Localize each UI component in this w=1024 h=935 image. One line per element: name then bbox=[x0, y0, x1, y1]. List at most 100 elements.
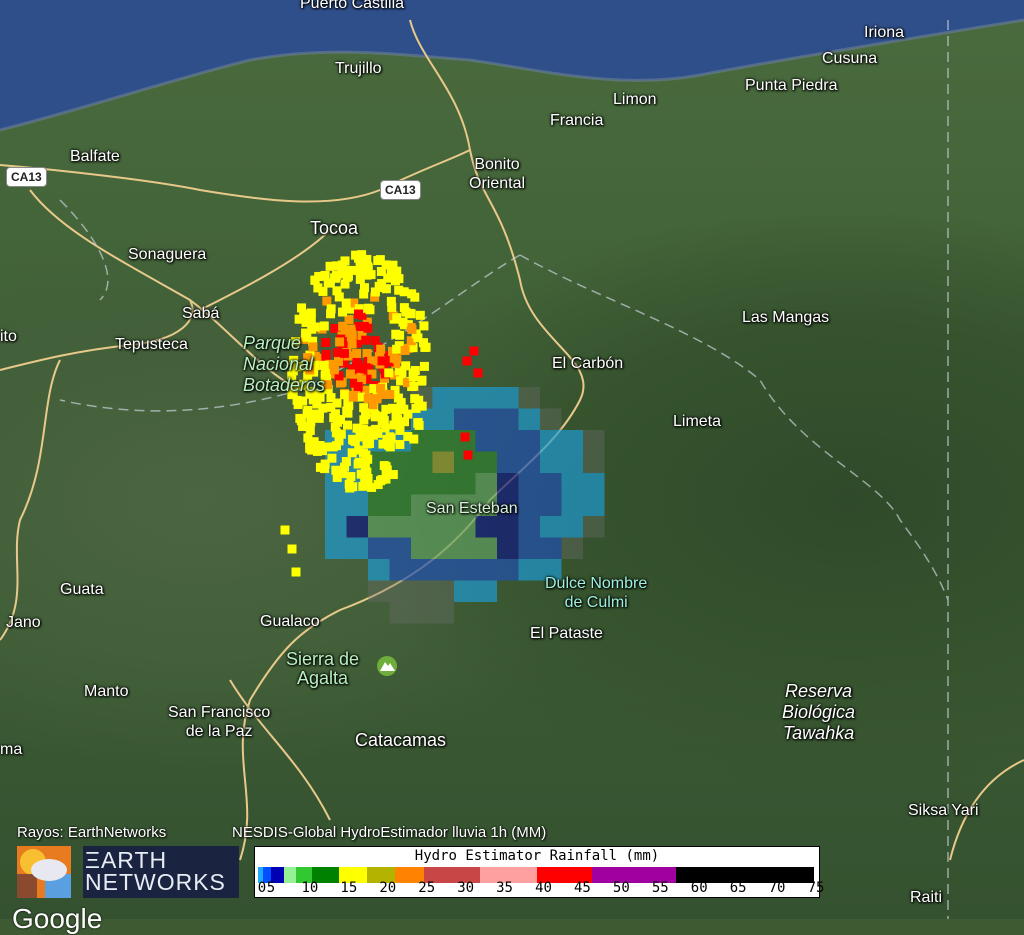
place-label: Cusuna bbox=[822, 50, 878, 67]
rainfall-cell bbox=[432, 580, 454, 602]
place-label: Raiti bbox=[910, 889, 943, 906]
lightning-strike bbox=[378, 439, 388, 449]
lightning-strike bbox=[396, 397, 406, 407]
lightning-strike bbox=[376, 266, 386, 276]
lightning-strike bbox=[358, 481, 368, 491]
lightning-strike bbox=[388, 260, 398, 270]
lightning-strike bbox=[462, 356, 472, 366]
lightning-strike bbox=[336, 429, 346, 439]
place-label: ito bbox=[0, 328, 17, 345]
rainfall-cell bbox=[432, 494, 454, 516]
lightning-strike bbox=[367, 356, 377, 366]
rainfall-cell bbox=[540, 451, 562, 473]
lightning-strike bbox=[343, 408, 353, 418]
mountain-label: Sierra de Agalta bbox=[286, 649, 360, 688]
lightning-strike bbox=[342, 272, 352, 282]
lightning-strike bbox=[334, 292, 344, 302]
lightning-strike bbox=[391, 359, 401, 369]
lightning-strike bbox=[355, 432, 365, 442]
rainfall-cell bbox=[454, 494, 476, 516]
place-label: Limeta bbox=[673, 413, 722, 430]
lightning-strike bbox=[315, 392, 325, 402]
lightning-strike bbox=[340, 390, 350, 400]
rainfall-cell bbox=[475, 473, 497, 495]
lightning-strike bbox=[332, 472, 342, 482]
rainfall-cell bbox=[411, 559, 433, 581]
google-attribution: Google bbox=[12, 903, 103, 934]
lightning-strike bbox=[326, 402, 336, 412]
lightning-strike bbox=[320, 459, 330, 469]
lightning-strike bbox=[406, 336, 416, 346]
rainfall-cell bbox=[518, 430, 540, 452]
rainfall-cell bbox=[368, 559, 390, 581]
lightning-strike bbox=[357, 375, 367, 385]
lightning-strike bbox=[340, 462, 350, 472]
rainfall-cell bbox=[518, 494, 540, 516]
rainfall-cell bbox=[411, 580, 433, 602]
lightning-strike bbox=[354, 321, 364, 331]
lightning-strike bbox=[354, 457, 364, 467]
rainfall-cell bbox=[432, 473, 454, 495]
colorbar-swatch bbox=[424, 867, 480, 883]
lightning-strike bbox=[293, 400, 303, 410]
rainfall-cell bbox=[497, 473, 519, 495]
lightning-strike bbox=[312, 446, 322, 456]
lightning-strike bbox=[308, 336, 318, 346]
lightning-strike bbox=[345, 369, 355, 379]
place-label: El Carbón bbox=[552, 355, 624, 372]
lightning-strike bbox=[362, 374, 372, 384]
lightning-strike bbox=[330, 409, 340, 419]
colorbar-swatch bbox=[271, 867, 284, 883]
lightning-strike bbox=[399, 404, 409, 414]
rainfall-cell bbox=[561, 516, 583, 538]
lightning-strike bbox=[338, 307, 348, 317]
lightning-strike bbox=[367, 482, 377, 492]
lightning-strike bbox=[388, 403, 398, 413]
lightning-strike bbox=[365, 305, 375, 315]
lightning-strike bbox=[386, 296, 396, 306]
lightning-strike bbox=[364, 426, 374, 436]
colorbar-swatch bbox=[395, 867, 424, 883]
rainfall-cell bbox=[497, 408, 519, 430]
lightning-strike bbox=[332, 441, 342, 451]
lightning-strike bbox=[358, 424, 368, 434]
lightning-strike bbox=[410, 394, 420, 404]
rainfall-cell bbox=[497, 537, 519, 559]
lightning-strike bbox=[359, 415, 369, 425]
rainfall-product-label: NESDIS-Global HydroEstimador lluvia 1h (… bbox=[232, 824, 547, 841]
rainfall-cell bbox=[432, 451, 454, 473]
lightning-strike bbox=[303, 309, 313, 319]
lightning-strike bbox=[376, 411, 386, 421]
rainfall-cell bbox=[454, 473, 476, 495]
lightning-strike bbox=[288, 388, 298, 398]
rainfall-cell bbox=[432, 537, 454, 559]
lightning-strike bbox=[319, 360, 329, 370]
lightning-strike bbox=[377, 418, 387, 428]
lightning-strike bbox=[344, 315, 354, 325]
lightning-strike bbox=[337, 469, 347, 479]
lightning-strike bbox=[392, 313, 402, 323]
lightning-strike bbox=[402, 378, 412, 388]
rainfall-cell bbox=[432, 559, 454, 581]
lightning-strike bbox=[362, 435, 372, 445]
lightning-strike bbox=[333, 417, 343, 427]
rainfall-cell bbox=[389, 580, 411, 602]
lightning-strike bbox=[359, 403, 369, 413]
lightning-strike bbox=[347, 364, 357, 374]
rainfall-cell bbox=[497, 516, 519, 538]
rainfall-cell bbox=[411, 494, 433, 516]
rainfall-cell bbox=[518, 451, 540, 473]
place-label: El Pataste bbox=[530, 625, 603, 642]
reserve-label: Reserva Biológica Tawahka bbox=[782, 681, 856, 743]
lightning-strike bbox=[337, 260, 347, 270]
mountain-icon bbox=[377, 656, 397, 676]
lightning-strike bbox=[381, 260, 391, 270]
lightning-strike bbox=[409, 381, 419, 391]
lightning-strike bbox=[399, 287, 409, 297]
lightning-strike bbox=[334, 436, 344, 446]
rainfall-cell bbox=[454, 516, 476, 538]
colorbar-tick: 30 bbox=[457, 880, 475, 896]
lightning-strike bbox=[321, 368, 331, 378]
lightning-strike bbox=[354, 266, 364, 276]
